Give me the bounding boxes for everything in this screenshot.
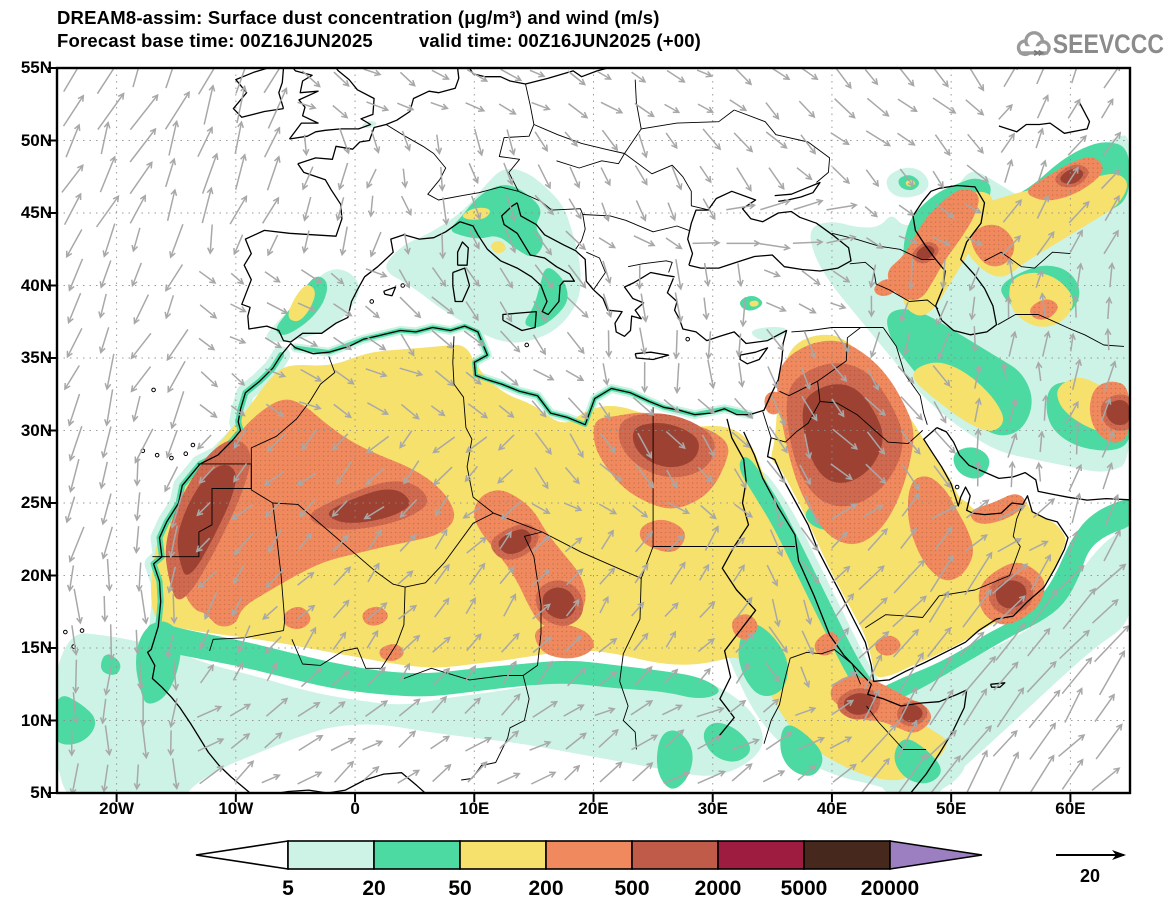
lat-tick-label: 30N — [20, 420, 52, 440]
valid-time: valid time: 00Z16JUN2025 (+00) — [418, 30, 702, 51]
cloud-logo-icon — [1016, 31, 1051, 57]
lat-tick-label: 40N — [20, 275, 52, 295]
lat-tick-label: 35N — [20, 348, 52, 367]
colorbar-label: 5000 — [781, 877, 828, 900]
map-canvas — [48, 66, 1132, 802]
lat-tick-label: 20N — [20, 565, 52, 585]
wind-reference: 20 — [1048, 842, 1148, 894]
lon-tick-label: 20E — [578, 799, 609, 818]
wind-reference-value: 20 — [1080, 866, 1100, 886]
wind-reference-arrow — [1056, 850, 1126, 860]
colorbar-cell — [545, 840, 633, 870]
colorbar-label: 50 — [448, 877, 471, 900]
colorbar-cell — [287, 840, 375, 870]
colorbar-label: 20 — [362, 877, 385, 900]
colorbar-cell — [631, 840, 719, 870]
forecast-times-line: Forecast base time: 00Z16JUN2025 valid ti… — [57, 29, 701, 52]
lat-tick-label: 5N — [30, 783, 52, 802]
logo-text: SEEVCCC — [1052, 28, 1164, 59]
colorbar-arrow-above — [889, 840, 983, 870]
colorbar-label: 5 — [282, 877, 294, 900]
colorbar-label: 500 — [614, 877, 649, 900]
lat-tick-label: 25N — [20, 493, 52, 512]
page-title: DREAM8-assim: Surface dust concentration… — [57, 7, 660, 28]
lon-tick-label: 60E — [1055, 799, 1086, 818]
title-block: DREAM8-assim: Surface dust concentration… — [57, 6, 701, 52]
colorbar-cell — [803, 840, 891, 870]
lat-tick-label: 45N — [20, 203, 52, 222]
lon-tick-label: 10W — [218, 799, 254, 818]
lat-tick-label: 50N — [20, 130, 52, 150]
lat-tick-label: 10N — [20, 710, 52, 730]
dust-map — [48, 66, 1132, 802]
forecast-base-time: Forecast base time: 00Z16JUN2025 — [57, 30, 373, 51]
lat-tick-label: 55N — [20, 58, 52, 77]
lat-tick-label: 15N — [20, 638, 52, 657]
colorbar-cell — [373, 840, 461, 870]
lon-tick-label: 40E — [816, 799, 848, 818]
colorbar-label: 2000 — [695, 877, 742, 900]
lon-tick-label: 30E — [697, 799, 728, 818]
lon-tick-label: 0 — [350, 799, 360, 818]
colorbar-cell — [717, 840, 805, 870]
colorbar-arrow-below — [195, 840, 289, 870]
colorbar-cell — [459, 840, 547, 870]
colorbar-label: 200 — [528, 877, 563, 900]
lon-tick-label: 50E — [936, 799, 967, 818]
seevccc-logo: SEEVCCC — [1014, 22, 1164, 66]
colorbar-label: 20000 — [861, 877, 919, 900]
lon-tick-label: 10E — [459, 799, 490, 818]
concentration-colorbar: 5 20 50 200 500 2000 5000 20000 — [188, 838, 998, 902]
lon-tick-label: 20W — [99, 799, 135, 818]
